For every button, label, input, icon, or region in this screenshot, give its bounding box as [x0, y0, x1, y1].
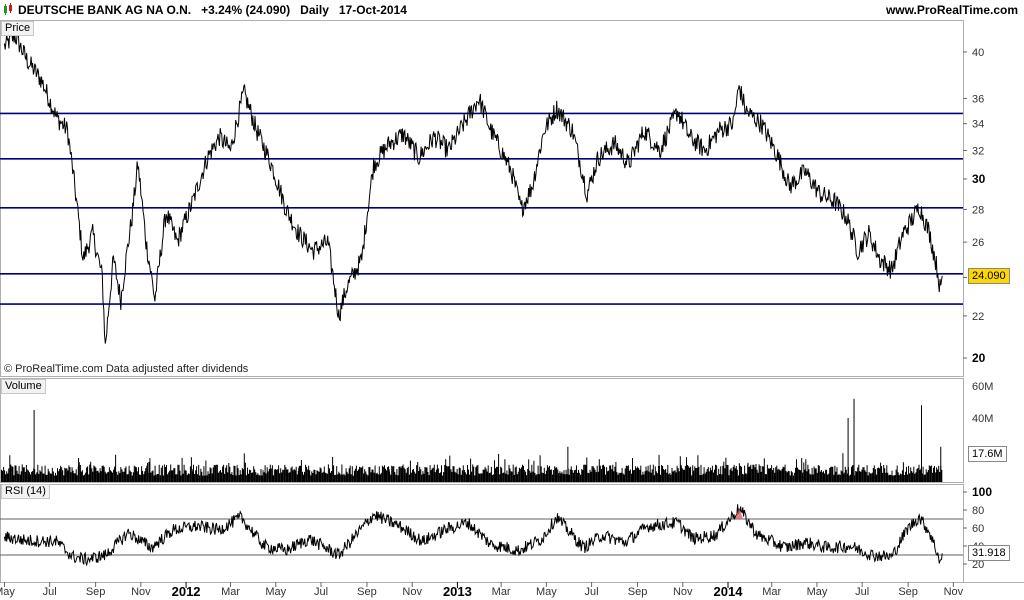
chart-header: DEUTSCHE BANK AG NA O.N. +3.24% (24.090)… — [0, 0, 1024, 20]
volume-tick-label: 60M — [972, 381, 993, 393]
rsi-tick-label: 60 — [972, 523, 984, 535]
month-tick-label: Mar — [492, 586, 511, 598]
price-tick-label: 28 — [972, 204, 984, 216]
rsi-panel-label: RSI (14) — [1, 484, 50, 499]
rsi-tick-label: 100 — [972, 485, 992, 499]
month-tick-label: Sep — [357, 586, 377, 598]
year-tick-label: 2013 — [443, 584, 472, 599]
price-tick-label: 30 — [972, 172, 986, 186]
month-tick-label: May — [0, 586, 15, 598]
month-tick-label: Jul — [855, 586, 869, 598]
year-tick-label: 2014 — [714, 584, 744, 599]
rsi-last-value-badge: 31.918 — [968, 545, 1010, 562]
price-panel-frame — [0, 20, 964, 377]
month-tick-label: Sep — [898, 586, 918, 598]
month-tick-label: May — [536, 586, 557, 598]
volume-tick-label: 40M — [972, 413, 993, 425]
rsi-tick-label: 80 — [972, 505, 984, 517]
rsi-tick-label: 20 — [972, 559, 984, 571]
month-tick-label: Sep — [628, 586, 648, 598]
volume-series — [1, 398, 943, 482]
month-tick-label: Mar — [762, 586, 781, 598]
price-line — [3, 31, 943, 344]
site-link[interactable]: www.ProRealTime.com — [885, 3, 1018, 17]
gridlines — [0, 112, 963, 556]
rsi-overbought-highlight — [735, 508, 744, 519]
month-tick-label: Nov — [673, 586, 693, 598]
month-tick-label: May — [265, 586, 286, 598]
price-tick-label: 34 — [972, 119, 984, 131]
month-tick-label: Mar — [221, 586, 240, 598]
rsi-panel-frame — [0, 484, 964, 583]
price-tick-label: 40 — [972, 47, 984, 59]
month-tick-label: Nov — [131, 586, 151, 598]
volume-bars — [1, 453, 943, 482]
year-tick-label: 2012 — [172, 584, 201, 599]
volume-last-value-badge: 17.6M — [968, 445, 1007, 462]
month-tick-label: May — [807, 586, 828, 598]
month-tick-label: Nov — [944, 586, 964, 598]
month-tick-label: Jul — [585, 586, 599, 598]
month-tick-label: Jul — [314, 586, 328, 598]
rsi-series — [3, 504, 943, 567]
month-tick-label: Nov — [402, 586, 422, 598]
price-series — [3, 31, 943, 344]
price-tick-label: 26 — [972, 237, 984, 249]
chart-title: DEUTSCHE BANK AG NA O.N. +3.24% (24.090)… — [18, 3, 407, 17]
chart-frame — [0, 20, 1024, 583]
rsi-line — [3, 504, 943, 567]
price-last-value-badge: 24.090 — [968, 267, 1010, 284]
volume-panel-label: Volume — [1, 379, 46, 394]
axis-labels: 4036343230282624222060M40M10080604020May… — [0, 47, 993, 599]
volume-panel-frame — [0, 378, 964, 483]
price-panel-label: Price — [1, 21, 35, 36]
price-tick-label: 32 — [972, 145, 984, 157]
copyright-note: © ProRealTime.com Data adjusted after di… — [4, 363, 249, 375]
month-tick-label: Sep — [86, 586, 106, 598]
price-tick-label: 36 — [972, 93, 984, 105]
month-tick-label: Jul — [43, 586, 57, 598]
price-tick-label: 22 — [972, 311, 984, 323]
price-tick-label: 20 — [972, 351, 986, 365]
candlestick-logo-icon — [4, 3, 12, 15]
